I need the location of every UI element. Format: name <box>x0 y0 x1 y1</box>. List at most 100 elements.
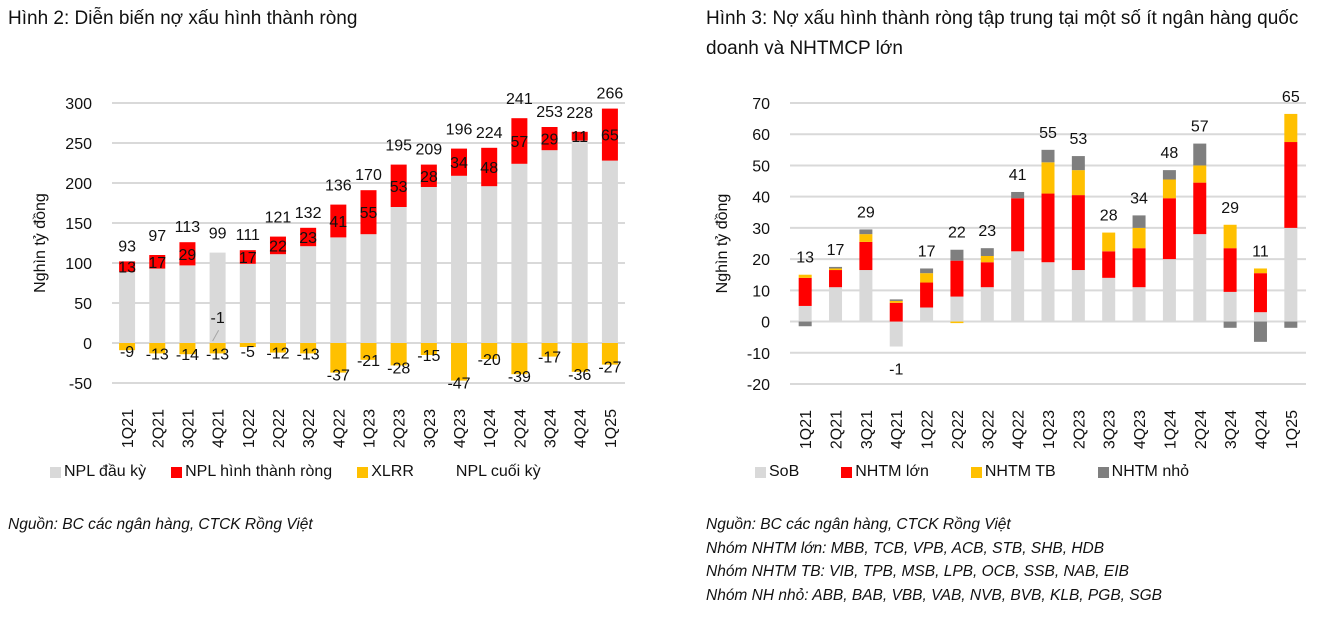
bar-npl-net-formation <box>571 131 588 141</box>
bar-medium-banks <box>1132 227 1146 249</box>
legend-swatch <box>50 466 61 478</box>
npl-evolution-chart: -50 0 50 100 150 200 250 300 Nghìn tỷ đồng 1Q21 2Q… <box>32 86 625 448</box>
bar-npl-net-formation <box>481 147 498 187</box>
legend-label: NHTM lớn <box>855 463 929 480</box>
npl-by-bank-group-chart: -20 -10 0 10 20 30 40 50 60 70 Nghìn tỷ đồng 1Q21 2Q… <box>714 89 1306 449</box>
legend-label: NHTM nhỏ <box>1111 463 1190 480</box>
data-label-npl-closing: 170 <box>355 167 382 184</box>
bar-medium-banks <box>1284 113 1298 143</box>
legend-right: SoB NHTM lớn NHTM TB NHTM nhỏ <box>755 463 1214 481</box>
data-label-xlrr: -37 <box>327 368 350 385</box>
data-label-net-formation: 41 <box>329 214 347 231</box>
x-tick-label: 1Q21 <box>120 409 137 448</box>
bar-xlrr <box>541 343 558 357</box>
data-label-xlrr: -17 <box>538 350 561 367</box>
bar-large-banks <box>1041 193 1055 263</box>
bar-medium-banks <box>1223 224 1237 249</box>
bar-xlrr <box>179 343 196 355</box>
bar-large-banks <box>980 262 994 288</box>
data-label-total: 65 <box>1282 89 1300 106</box>
bar-large-banks <box>798 277 812 306</box>
bar-npl-opening <box>360 234 377 343</box>
bar-sob <box>798 305 812 322</box>
medium-banks-note: Nhóm NHTM TB: VIB, TPB, MSB, LPB, OCB, S… <box>706 563 1129 580</box>
bar-sob <box>1102 277 1116 322</box>
bar-npl-opening <box>390 207 407 343</box>
bar-sob <box>1041 262 1055 322</box>
data-label-net-formation: 57 <box>510 134 528 151</box>
y-tick-label: 10 <box>752 283 770 300</box>
bar-sob <box>1071 270 1085 322</box>
data-label-xlrr: -13 <box>297 346 320 363</box>
bar-npl-net-formation <box>390 164 407 207</box>
data-label-npl-closing: 93 <box>118 238 136 255</box>
x-tick-label: 1Q25 <box>603 409 620 448</box>
x-tick-label: 2Q21 <box>829 410 846 449</box>
y-tick-label: 300 <box>65 96 92 113</box>
legend-swatch <box>755 466 766 478</box>
bar-medium-banks <box>829 268 843 271</box>
bar-large-banks <box>1223 248 1237 292</box>
data-label-xlrr: -5 <box>241 344 255 361</box>
x-tick-label: 2Q23 <box>392 409 409 448</box>
bar-npl-opening <box>179 265 196 343</box>
y-tick-label: 50 <box>752 158 770 175</box>
bar-npl-net-formation <box>179 242 196 266</box>
data-label-net-formation: 29 <box>179 247 197 264</box>
y-tick-label: 50 <box>74 296 92 313</box>
data-label-net-formation: 34 <box>450 155 468 172</box>
data-label-total: 11 <box>1252 243 1269 260</box>
bar-large-banks <box>1132 248 1146 288</box>
bar-npl-net-formation <box>119 261 136 272</box>
bar-sob <box>829 287 843 322</box>
data-label-net-formation: 29 <box>541 132 559 149</box>
y-tick-label: -10 <box>747 346 770 363</box>
bar-small-banks <box>859 229 873 235</box>
bar-large-banks <box>859 241 873 271</box>
legend-label: NPL đầu kỳ <box>64 463 147 480</box>
data-label-total: 17 <box>918 243 936 260</box>
bar-npl-net-formation <box>511 118 528 164</box>
bar-xlrr <box>451 343 468 381</box>
data-label-xlrr: -20 <box>478 352 501 369</box>
data-label-npl-closing: 253 <box>536 104 563 121</box>
x-tick-label: 4Q23 <box>452 409 469 448</box>
data-label-net-formation: 53 <box>390 179 408 196</box>
bar-medium-banks <box>1041 162 1055 194</box>
data-label-total: 22 <box>948 225 966 242</box>
x-tick-label: 4Q22 <box>1011 410 1028 449</box>
bar-npl-opening <box>330 237 347 343</box>
bar-xlrr <box>481 343 498 359</box>
y-tick-label: 100 <box>65 256 92 273</box>
y-tick-label: 60 <box>752 127 770 144</box>
x-tick-label: 4Q21 <box>211 409 228 448</box>
x-tick-label: 1Q24 <box>482 409 499 448</box>
data-label-total: 13 <box>796 250 814 267</box>
bar-npl-opening <box>209 252 226 343</box>
data-label-total: 53 <box>1069 131 1087 148</box>
data-label-total: -1 <box>889 361 903 378</box>
bar-sob <box>1253 312 1267 322</box>
bar-small-banks <box>1162 170 1176 180</box>
bar-sob <box>1132 287 1146 322</box>
legend-label: SoB <box>769 463 800 480</box>
data-label-xlrr: -14 <box>176 347 199 364</box>
data-label-xlrr: -39 <box>508 369 531 386</box>
bar-xlrr <box>330 343 347 373</box>
data-label-npl-closing: 228 <box>566 105 593 122</box>
x-tick-label: 3Q24 <box>1223 410 1240 449</box>
bar-xlrr <box>601 343 618 365</box>
data-label-net-formation: 17 <box>239 250 257 267</box>
bar-npl-opening <box>300 246 317 343</box>
data-label-npl-closing: 136 <box>325 178 352 195</box>
bar-small-banks <box>1132 215 1146 228</box>
x-tick-label: 1Q25 <box>1284 410 1301 449</box>
bar-large-banks <box>1162 198 1176 260</box>
x-tick-label: 4Q24 <box>573 409 590 448</box>
bar-small-banks <box>1284 321 1298 328</box>
x-tick-label: 2Q21 <box>150 409 167 448</box>
data-label-net-formation: 48 <box>480 160 498 177</box>
data-label-xlrr: -27 <box>598 360 621 377</box>
bar-npl-net-formation <box>541 127 558 151</box>
x-tick-label: 1Q22 <box>241 409 258 448</box>
